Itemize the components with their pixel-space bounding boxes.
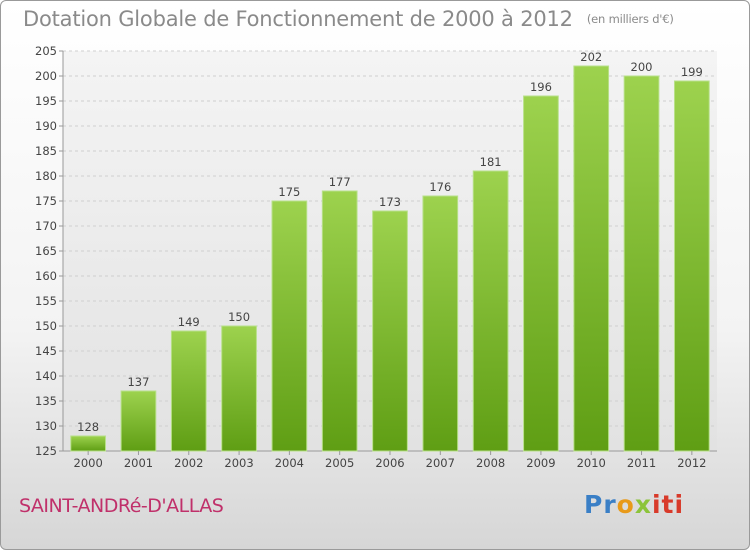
bar bbox=[70, 435, 107, 452]
x-tick-label: 2010 bbox=[577, 456, 606, 470]
bar bbox=[422, 195, 459, 452]
y-tick-label: 180 bbox=[35, 169, 57, 183]
y-tick-label: 175 bbox=[35, 194, 57, 208]
x-tick-label: 2007 bbox=[426, 456, 455, 470]
x-tick-label: 2009 bbox=[526, 456, 555, 470]
bar-value-label: 128 bbox=[77, 420, 99, 434]
y-tick-label: 130 bbox=[35, 419, 57, 433]
bar-value-label: 202 bbox=[580, 50, 602, 64]
y-tick-label: 145 bbox=[35, 344, 57, 358]
logo-part-2: o bbox=[616, 490, 635, 519]
x-tick-label: 2000 bbox=[74, 456, 103, 470]
y-tick-label: 135 bbox=[35, 394, 57, 408]
x-tick-label: 2008 bbox=[476, 456, 505, 470]
x-tick-label: 2003 bbox=[224, 456, 253, 470]
y-tick-label: 125 bbox=[35, 444, 57, 458]
y-tick-label: 195 bbox=[35, 94, 57, 108]
bar-value-label: 137 bbox=[127, 375, 149, 389]
logo-part-1: Pr bbox=[584, 490, 617, 519]
y-tick-label: 155 bbox=[35, 294, 57, 308]
x-tick-label: 2005 bbox=[325, 456, 354, 470]
logo-part-4: iti bbox=[651, 490, 685, 519]
bar-value-label: 150 bbox=[228, 310, 250, 324]
y-tick-label: 165 bbox=[35, 244, 57, 258]
bar bbox=[170, 330, 207, 452]
title-text: Dotation Globale de Fonctionnement de 20… bbox=[23, 7, 573, 31]
bar bbox=[321, 190, 358, 452]
x-tick-label: 2006 bbox=[375, 456, 404, 470]
bar-value-label: 200 bbox=[631, 60, 653, 74]
bar-value-label: 199 bbox=[681, 65, 703, 79]
bar-value-label: 196 bbox=[530, 80, 552, 94]
bar-value-label: 176 bbox=[429, 180, 451, 194]
bar bbox=[573, 65, 610, 452]
x-tick-label: 2001 bbox=[124, 456, 153, 470]
bar bbox=[472, 170, 509, 452]
y-tick-label: 190 bbox=[35, 119, 57, 133]
chart-subtitle: (en milliers d'€) bbox=[586, 12, 674, 26]
bar-value-label: 149 bbox=[178, 315, 200, 329]
y-tick-label: 205 bbox=[35, 44, 57, 58]
x-tick-label: 2002 bbox=[174, 456, 203, 470]
logo-part-3: x bbox=[634, 490, 652, 519]
bar bbox=[120, 390, 157, 452]
chart-title: Dotation Globale de Fonctionnement de 20… bbox=[23, 7, 674, 31]
bar-value-label: 173 bbox=[379, 195, 401, 209]
x-tick-label: 2012 bbox=[677, 456, 706, 470]
x-tick-label: 2004 bbox=[275, 456, 304, 470]
bar bbox=[271, 200, 308, 452]
bar bbox=[623, 75, 660, 452]
y-tick-label: 150 bbox=[35, 319, 57, 333]
bar-value-label: 181 bbox=[480, 155, 502, 169]
bar bbox=[372, 210, 408, 452]
bar-value-label: 177 bbox=[329, 175, 351, 189]
y-tick-label: 185 bbox=[35, 144, 57, 158]
bar-value-label: 175 bbox=[278, 185, 300, 199]
bar bbox=[221, 325, 257, 452]
y-tick-label: 160 bbox=[35, 269, 57, 283]
x-tick-label: 2011 bbox=[627, 456, 656, 470]
y-tick-label: 200 bbox=[35, 69, 57, 83]
y-tick-label: 140 bbox=[35, 369, 57, 383]
y-tick-label: 170 bbox=[35, 219, 57, 233]
bar bbox=[523, 95, 559, 452]
bar bbox=[673, 80, 710, 452]
proxiti-logo: Proxiti bbox=[584, 490, 684, 519]
commune-name: SAINT-ANDRé-D'ALLAS bbox=[19, 495, 224, 517]
